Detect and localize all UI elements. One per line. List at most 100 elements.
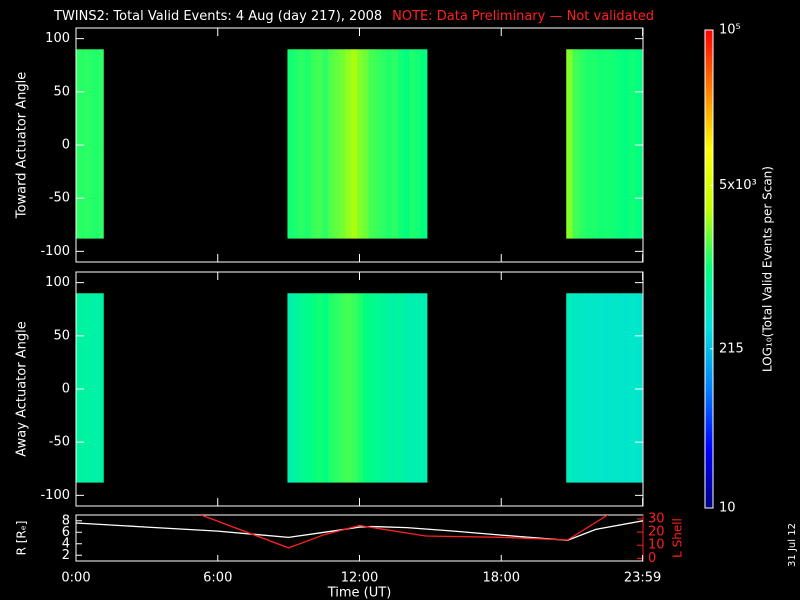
heat-cell (368, 293, 376, 483)
y-tick-label: 100 (45, 275, 70, 290)
plot-area (76, 515, 643, 549)
y-tick-label: -100 (40, 488, 70, 503)
y-axis-title: Away Actuator Angle (15, 321, 30, 456)
x-tick-label: 23:59 (624, 571, 661, 586)
heat-cell (357, 293, 364, 483)
heat-cell (409, 293, 416, 483)
heat-cell (415, 49, 422, 239)
y2-tick-label: 30 (648, 511, 665, 526)
heat-cell (80, 49, 86, 239)
heat-cell (304, 49, 312, 239)
heat-cell (415, 293, 422, 483)
heat-cell (328, 293, 335, 483)
heat-cell (94, 49, 100, 239)
colorbar-tick-label: 215 (719, 341, 744, 356)
heat-cell (299, 49, 306, 239)
heat-cell (345, 293, 352, 483)
heat-cell (391, 293, 399, 483)
title: TWINS2: Total Valid Events: 4 Aug (day 2… (53, 9, 382, 24)
y2-tick-label: 10 (648, 538, 665, 553)
heat-cell (421, 293, 428, 483)
colorbar-tick-label: 10 (719, 501, 736, 516)
heat-cell (351, 293, 358, 483)
heat-cell (403, 293, 411, 483)
footer-date: 31 Jul 12 (787, 523, 798, 567)
heat-cell (333, 293, 341, 483)
colorbar-title: LOG₁₀(Total Valid Events per Scan) (761, 166, 775, 372)
heat-cell (333, 49, 341, 239)
heat-cell (635, 293, 643, 483)
heat-cell (578, 293, 586, 483)
y-axis-title: R [Rₑ] (15, 521, 29, 556)
heat-cell (85, 49, 91, 239)
heat-cell (345, 49, 352, 239)
heat-cell (374, 49, 381, 239)
heat-cell (98, 49, 104, 239)
heat-cell (351, 49, 358, 239)
heat-cell (328, 49, 335, 239)
heat-cell (76, 49, 82, 239)
heat-cell (287, 49, 294, 239)
colorbar (704, 29, 714, 509)
heat-cell (339, 49, 347, 239)
heat-cell (293, 49, 300, 239)
y-tick-label: 0 (62, 382, 70, 397)
y-tick-label: -50 (49, 435, 70, 450)
heat-cell (310, 293, 318, 483)
x-tick-label: 12:00 (341, 571, 378, 586)
colorbar-tick-label: 10⁵ (719, 23, 741, 38)
heat-cell (362, 293, 370, 483)
x-axis-title: Time (UT) (327, 586, 392, 600)
heat-cell (94, 293, 100, 483)
y2-tick-label: 20 (648, 525, 665, 540)
heat-cell (304, 293, 312, 483)
heat-cell (76, 293, 82, 483)
colorbar-tick-label: 5x10³ (719, 178, 757, 193)
heat-cell (566, 293, 574, 483)
heat-cell (635, 49, 643, 239)
y-tick-label: 100 (45, 31, 70, 46)
panel-frame (75, 514, 644, 562)
heat-cell (572, 293, 580, 483)
x-tick-label: 6:00 (203, 571, 232, 586)
y-tick-label: 8 (62, 513, 70, 528)
heat-cell (293, 293, 300, 483)
heat-cell (397, 293, 405, 483)
heat-cell (98, 293, 104, 483)
heat-cell (597, 49, 605, 239)
heat-cell (287, 293, 294, 483)
y2-axis-title: L Shell (671, 518, 685, 558)
heat-cell (380, 293, 387, 483)
series-line (76, 520, 643, 541)
chart-title: TWINS2: Total Valid Events: 4 Aug (day 2… (53, 9, 654, 24)
y-tick-label: -50 (49, 191, 70, 206)
heat-cell (357, 49, 364, 239)
heat-cell (322, 293, 329, 483)
y-tick-label: 4 (62, 536, 70, 551)
heat-cell (89, 293, 95, 483)
heat-cell (597, 293, 605, 483)
heat-cell (339, 293, 347, 483)
y2-tick-label: 0 (648, 551, 656, 566)
heat-cell (616, 49, 624, 239)
heat-cell (362, 49, 370, 239)
heat-cell (380, 49, 387, 239)
heat-cell (629, 293, 637, 483)
heat-cell (585, 293, 593, 483)
heat-cell (585, 49, 593, 239)
x-tick-label: 18:00 (483, 571, 520, 586)
heat-cell (591, 49, 599, 239)
heat-cell (391, 49, 399, 239)
note: NOTE: Data Preliminary — Not validated (392, 9, 654, 24)
y-tick-label: 2 (62, 548, 70, 563)
heat-cell (604, 293, 611, 483)
heat-cell (316, 49, 323, 239)
heat-cell (421, 49, 428, 239)
heat-cell (368, 49, 376, 239)
heat-cell (310, 49, 318, 239)
heat-cell (374, 293, 381, 483)
heat-cell (386, 49, 393, 239)
y-tick-label: 0 (62, 138, 70, 153)
heat-cell (85, 293, 91, 483)
